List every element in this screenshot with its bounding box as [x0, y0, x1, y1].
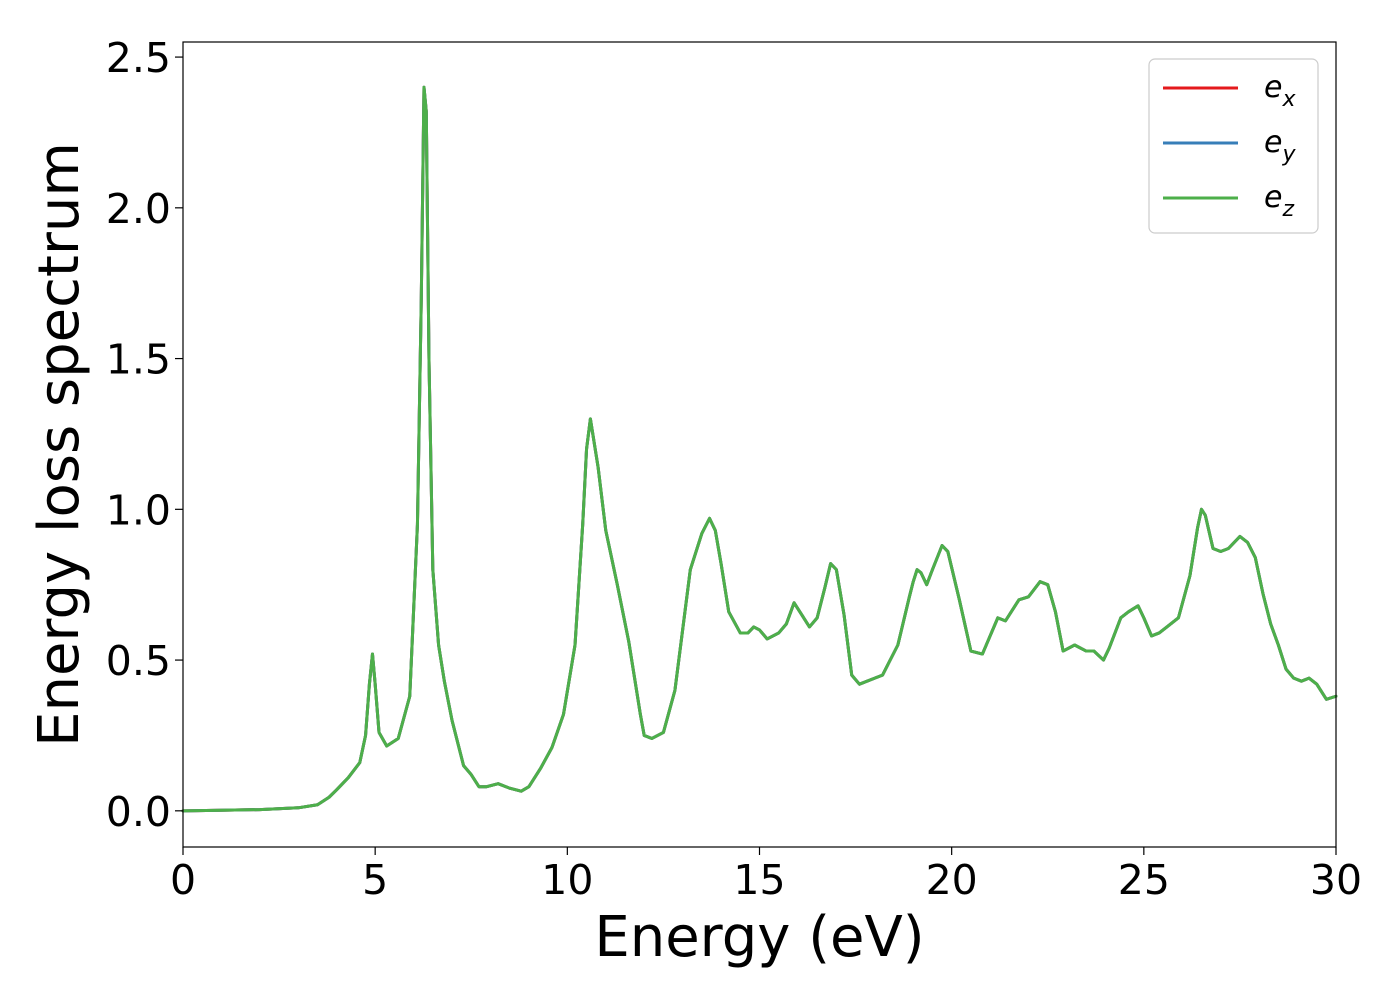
x-tick-label: 25	[1118, 856, 1170, 904]
x-tick-label: 10	[541, 856, 593, 904]
series-line-z	[181, 85, 1338, 813]
legend: ex ey ez	[1148, 58, 1319, 234]
x-tick-label: 20	[926, 856, 978, 904]
y-tick-label: 0.5	[106, 637, 171, 685]
x-tick-label: 30	[1310, 856, 1362, 904]
y-tick-label: 1.5	[106, 336, 171, 384]
y-tick-label: 2.0	[106, 185, 171, 233]
y-tick-label: 2.5	[106, 34, 171, 82]
legend-label-x: ex	[1264, 70, 1296, 112]
y-tick-label: 1.0	[106, 486, 171, 534]
legend-label-z: ez	[1264, 180, 1294, 222]
series-layer	[181, 85, 1338, 813]
x-axis-title: Energy (eV)	[594, 905, 924, 970]
x-tick-label: 15	[733, 856, 785, 904]
y-axis-title: Energy loss spectrum	[27, 142, 92, 747]
y-tick-label: 0.0	[106, 788, 171, 836]
legend-box	[1148, 58, 1319, 234]
x-tick-label: 5	[362, 856, 388, 904]
legend-label-y: ey	[1264, 125, 1296, 167]
ticks-layer: 0 5 10 15 20 25 30 0.0 0.5 1.0 1.5 2.0 2.5	[106, 34, 1362, 904]
x-tick-label: 0	[170, 856, 196, 904]
